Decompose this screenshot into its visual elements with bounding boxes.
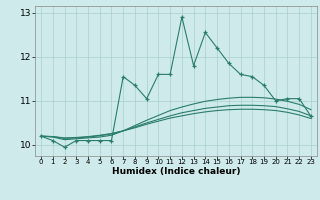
X-axis label: Humidex (Indice chaleur): Humidex (Indice chaleur) bbox=[112, 167, 240, 176]
